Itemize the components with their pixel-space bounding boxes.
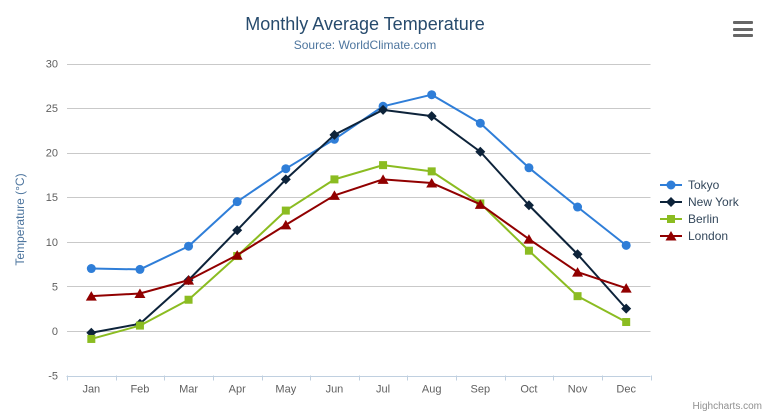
- x-tick-label: Dec: [616, 384, 636, 396]
- data-point-marker-triangle[interactable]: [377, 174, 389, 184]
- data-point-marker-triangle[interactable]: [620, 283, 632, 293]
- legend: Tokyo New York Berlin London: [659, 176, 739, 244]
- data-point-marker-triangle[interactable]: [328, 190, 340, 200]
- y-tick-label: 15: [46, 192, 58, 204]
- chart-subtitle: Source: WorldClimate.com: [293, 38, 437, 52]
- y-tick-label: -5: [48, 371, 58, 383]
- chart-title: Monthly Average Temperature: [245, 14, 485, 34]
- data-point-marker-triangle[interactable]: [572, 267, 584, 277]
- hamburger-menu-icon: [733, 27, 753, 31]
- y-tick-label: 0: [52, 326, 58, 338]
- series-london: [85, 174, 632, 301]
- data-point-marker-square[interactable]: [135, 321, 144, 330]
- x-tick-label: Jun: [326, 384, 344, 396]
- data-point-marker-circle[interactable]: [86, 264, 96, 274]
- legend-symbol-triangle-icon: [660, 230, 682, 240]
- legend-label: Berlin: [688, 211, 719, 226]
- x-tick-label: Nov: [568, 384, 588, 396]
- data-point-marker-triangle[interactable]: [231, 250, 243, 260]
- hamburger-menu-icon: [733, 21, 753, 24]
- data-point-marker-square[interactable]: [427, 167, 436, 176]
- x-tick-label: Sep: [471, 384, 491, 396]
- x-tick-label: Oct: [520, 384, 537, 396]
- data-point-marker-circle[interactable]: [524, 163, 534, 173]
- data-point-marker-diamond[interactable]: [475, 146, 486, 157]
- data-point-marker-circle[interactable]: [184, 241, 194, 251]
- y-tick-label: 20: [46, 148, 58, 160]
- data-point-marker-diamond[interactable]: [280, 174, 291, 185]
- data-point-marker-circle: [666, 180, 676, 189]
- legend-item-berlin[interactable]: Berlin: [659, 210, 739, 227]
- data-point-marker-diamond[interactable]: [523, 200, 534, 211]
- data-point-marker-triangle[interactable]: [474, 199, 486, 209]
- data-point-marker-square[interactable]: [573, 292, 582, 301]
- legend-symbol-circle-icon: [660, 180, 682, 189]
- data-point-marker-triangle[interactable]: [280, 219, 292, 230]
- legend-symbol-diamond-icon: [660, 196, 682, 207]
- data-point-marker-circle[interactable]: [621, 240, 631, 250]
- data-point-marker-triangle: [665, 230, 677, 240]
- data-point-marker-triangle[interactable]: [426, 177, 438, 188]
- data-point-marker-square[interactable]: [330, 175, 339, 184]
- series-tokyo: [86, 90, 631, 274]
- data-point-marker-diamond[interactable]: [426, 111, 437, 122]
- data-point-marker-square[interactable]: [184, 295, 193, 304]
- y-tick-label: 10: [46, 237, 58, 249]
- export-menu-button[interactable]: [732, 20, 754, 38]
- x-tick-label: Feb: [130, 384, 149, 396]
- data-point-marker-diamond[interactable]: [232, 225, 243, 236]
- data-point-marker-circle[interactable]: [475, 118, 485, 128]
- series-line-new-york[interactable]: [90, 108, 628, 334]
- x-tick-label: May: [275, 384, 296, 396]
- x-tick-label: Mar: [179, 384, 198, 396]
- data-point-marker-triangle[interactable]: [523, 234, 535, 244]
- data-point-marker-triangle[interactable]: [183, 275, 195, 285]
- data-point-marker-triangle[interactable]: [134, 288, 146, 298]
- data-point-marker-triangle[interactable]: [85, 291, 97, 301]
- series-line-berlin[interactable]: [90, 164, 628, 340]
- x-tick-label: Jul: [376, 384, 390, 396]
- data-point-marker-square[interactable]: [524, 246, 533, 255]
- data-point-marker-square[interactable]: [622, 318, 631, 327]
- data-point-marker-circle[interactable]: [281, 164, 291, 174]
- series-line-tokyo[interactable]: [90, 93, 628, 271]
- legend-label: Tokyo: [688, 177, 720, 192]
- data-point-marker-square[interactable]: [281, 206, 290, 215]
- data-point-marker-diamond[interactable]: [572, 249, 583, 260]
- data-point-marker-diamond: [666, 196, 676, 207]
- legend-symbol-square-icon: [660, 214, 682, 223]
- data-point-marker-diamond[interactable]: [329, 129, 340, 140]
- legend-item-new-york[interactable]: New York: [659, 193, 739, 210]
- hamburger-menu-icon: [733, 34, 753, 37]
- x-tick-label: Aug: [422, 384, 442, 396]
- data-point-marker-circle[interactable]: [232, 197, 242, 207]
- data-point-marker-square[interactable]: [87, 334, 96, 343]
- data-point-marker-circle[interactable]: [573, 202, 583, 212]
- x-tick-label: Jan: [82, 384, 100, 396]
- series-line-london[interactable]: [90, 178, 628, 298]
- y-tick-label: 25: [46, 103, 58, 115]
- series-new-york: [86, 104, 632, 338]
- data-point-marker-square: [667, 214, 675, 223]
- y-tick-label: 30: [46, 59, 58, 71]
- y-axis-title: Temperature (°C): [13, 173, 27, 265]
- y-tick-label: 5: [52, 281, 58, 293]
- legend-label: London: [688, 228, 729, 243]
- data-point-marker-square[interactable]: [379, 161, 388, 170]
- data-point-marker-diamond[interactable]: [621, 303, 632, 314]
- legend-item-london[interactable]: London: [659, 227, 739, 244]
- credits-link[interactable]: Highcharts.com: [692, 401, 762, 412]
- legend-item-tokyo[interactable]: Tokyo: [659, 176, 739, 193]
- legend-label: New York: [688, 194, 739, 209]
- x-tick-label: Apr: [229, 384, 246, 396]
- data-point-marker-circle[interactable]: [427, 90, 437, 100]
- data-point-marker-diamond[interactable]: [378, 104, 389, 115]
- data-point-marker-circle[interactable]: [135, 264, 145, 274]
